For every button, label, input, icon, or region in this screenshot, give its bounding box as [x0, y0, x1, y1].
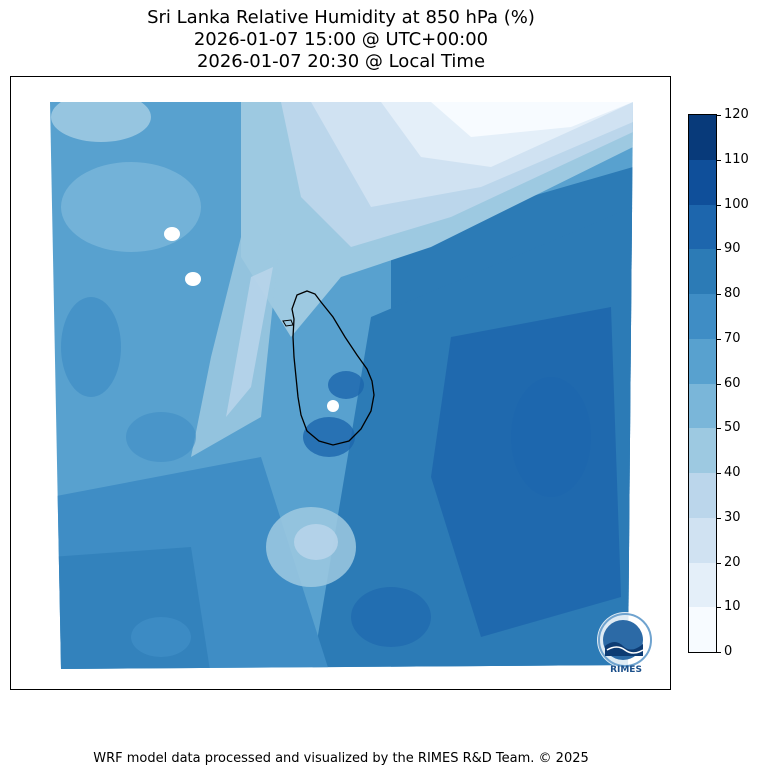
colorbar-band [689, 517, 716, 563]
colorbar-tick-label: 80 [724, 286, 741, 301]
colorbar-tick [716, 652, 721, 653]
chart-subtitle-local: 2026-01-07 20:30 @ Local Time [196, 51, 486, 72]
colorbar-tick [716, 160, 721, 161]
colorbar-tick-label: 70 [724, 331, 741, 346]
chart-title: Sri Lanka Relative Humidity at 850 hPa (… [147, 7, 535, 28]
colorbar-tick-label: 120 [724, 107, 749, 122]
footer-credit: WRF model data processed and visualized … [93, 751, 589, 766]
colorbar-band [689, 293, 716, 339]
humidity-field [50, 102, 633, 669]
colorbar-band [689, 427, 716, 473]
colorbar-tick [716, 518, 721, 519]
colorbar-tick-label: 20 [724, 555, 741, 570]
colorbar-band [689, 472, 716, 518]
colorbar-tick [716, 428, 721, 429]
colorbar-tick-label: 30 [724, 510, 741, 525]
colorbar-tick-label: 50 [724, 420, 741, 435]
colorbar-band [689, 562, 716, 608]
rimes-logo [593, 610, 657, 678]
colorbar-tick [716, 607, 721, 608]
colorbar-tick [716, 339, 721, 340]
colorbar-tick-label: 60 [724, 376, 741, 391]
colorbar-tick-label: 0 [724, 644, 733, 659]
colorbar-band [689, 159, 716, 205]
colorbar-band [689, 204, 716, 250]
colorbar-tick-label: 100 [724, 197, 749, 212]
map-panel[interactable] [10, 76, 671, 690]
colorbar-tick [716, 249, 721, 250]
colorbar-tick [716, 384, 721, 385]
colorbar-tick-label: 10 [724, 599, 741, 614]
humidity-map [50, 102, 633, 669]
colorbar-band [689, 248, 716, 294]
colorbar-tick-label: 40 [724, 465, 741, 480]
colorbar-band [689, 606, 716, 652]
colorbar-tick [716, 563, 721, 564]
rimes-logo-text: RIMES [610, 665, 642, 675]
sri-lanka-coastline [291, 290, 375, 446]
colorbar-band [689, 383, 716, 429]
colorbar-tick [716, 115, 721, 116]
colorbar-band [689, 115, 716, 160]
colorbar-tick [716, 205, 721, 206]
colorbar-tick-label: 90 [724, 241, 741, 256]
colorbar-tick [716, 473, 721, 474]
colorbar-tick [716, 294, 721, 295]
colorbar-band [689, 338, 716, 384]
colorbar [688, 114, 717, 653]
chart-subtitle-utc: 2026-01-07 15:00 @ UTC+00:00 [193, 29, 489, 50]
colorbar-tick-label: 110 [724, 152, 749, 167]
